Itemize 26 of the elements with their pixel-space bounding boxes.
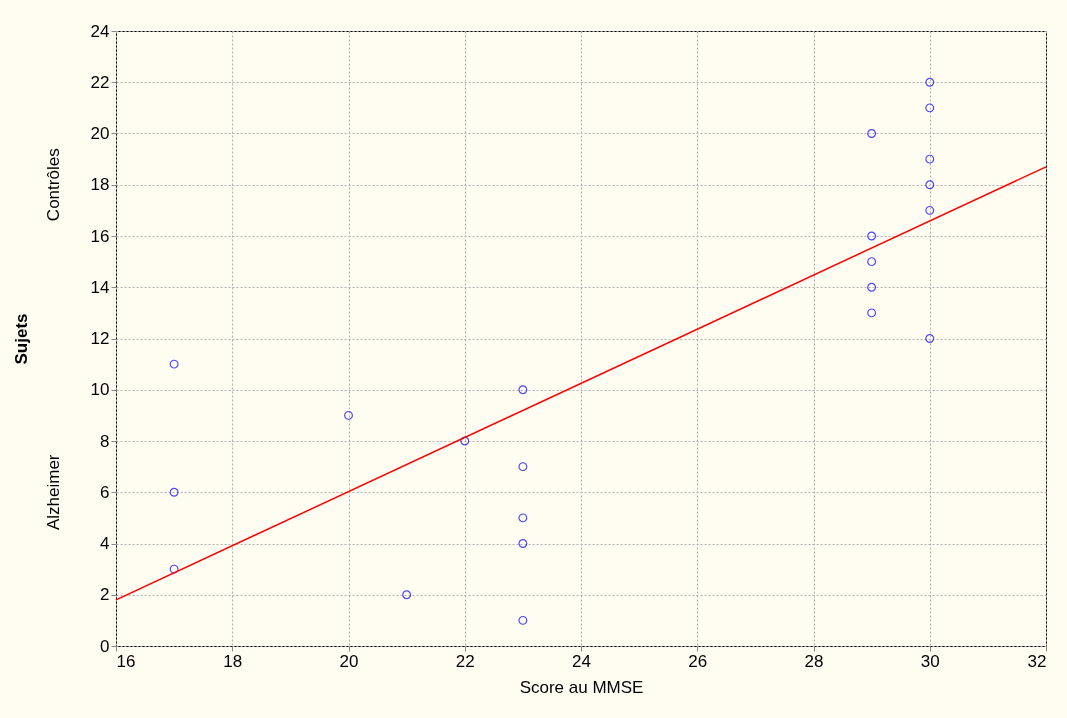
- text: Alzheimer: [44, 454, 63, 531]
- x-tick-label: 30: [920, 651, 940, 671]
- x-tick-label: 20: [339, 651, 359, 671]
- y-tick-label: 14: [90, 277, 110, 297]
- y-tick-label: 18: [90, 175, 110, 195]
- y-tick-label: 8: [100, 431, 110, 451]
- x-tick-label: 18: [223, 651, 243, 671]
- y-tick-label: 2: [100, 585, 110, 605]
- x-tick-label: 22: [455, 651, 475, 671]
- x-tick-label: 28: [804, 651, 824, 671]
- y-axis-title: Sujets: [11, 313, 31, 365]
- y-tick-label: 10: [90, 380, 110, 400]
- x-axis-title: Score au MMSE: [519, 677, 644, 697]
- x-tick-label: 16: [116, 651, 136, 671]
- y-tick-label: 12: [90, 329, 110, 348]
- y-tick-label: 22: [90, 72, 110, 92]
- x-tick-label: 24: [572, 651, 591, 671]
- y-tick-label: 4: [100, 534, 110, 553]
- text: Contrôles: [44, 148, 63, 222]
- y-tick-label: 24: [90, 21, 110, 41]
- y-tick-label: 6: [100, 482, 110, 502]
- y-tick-label: 16: [90, 226, 110, 246]
- x-tick-label: 32: [1027, 651, 1047, 671]
- y-tick-label: 0: [100, 636, 110, 656]
- x-tick-label: 26: [688, 651, 708, 671]
- y-tick-label: 20: [90, 124, 110, 143]
